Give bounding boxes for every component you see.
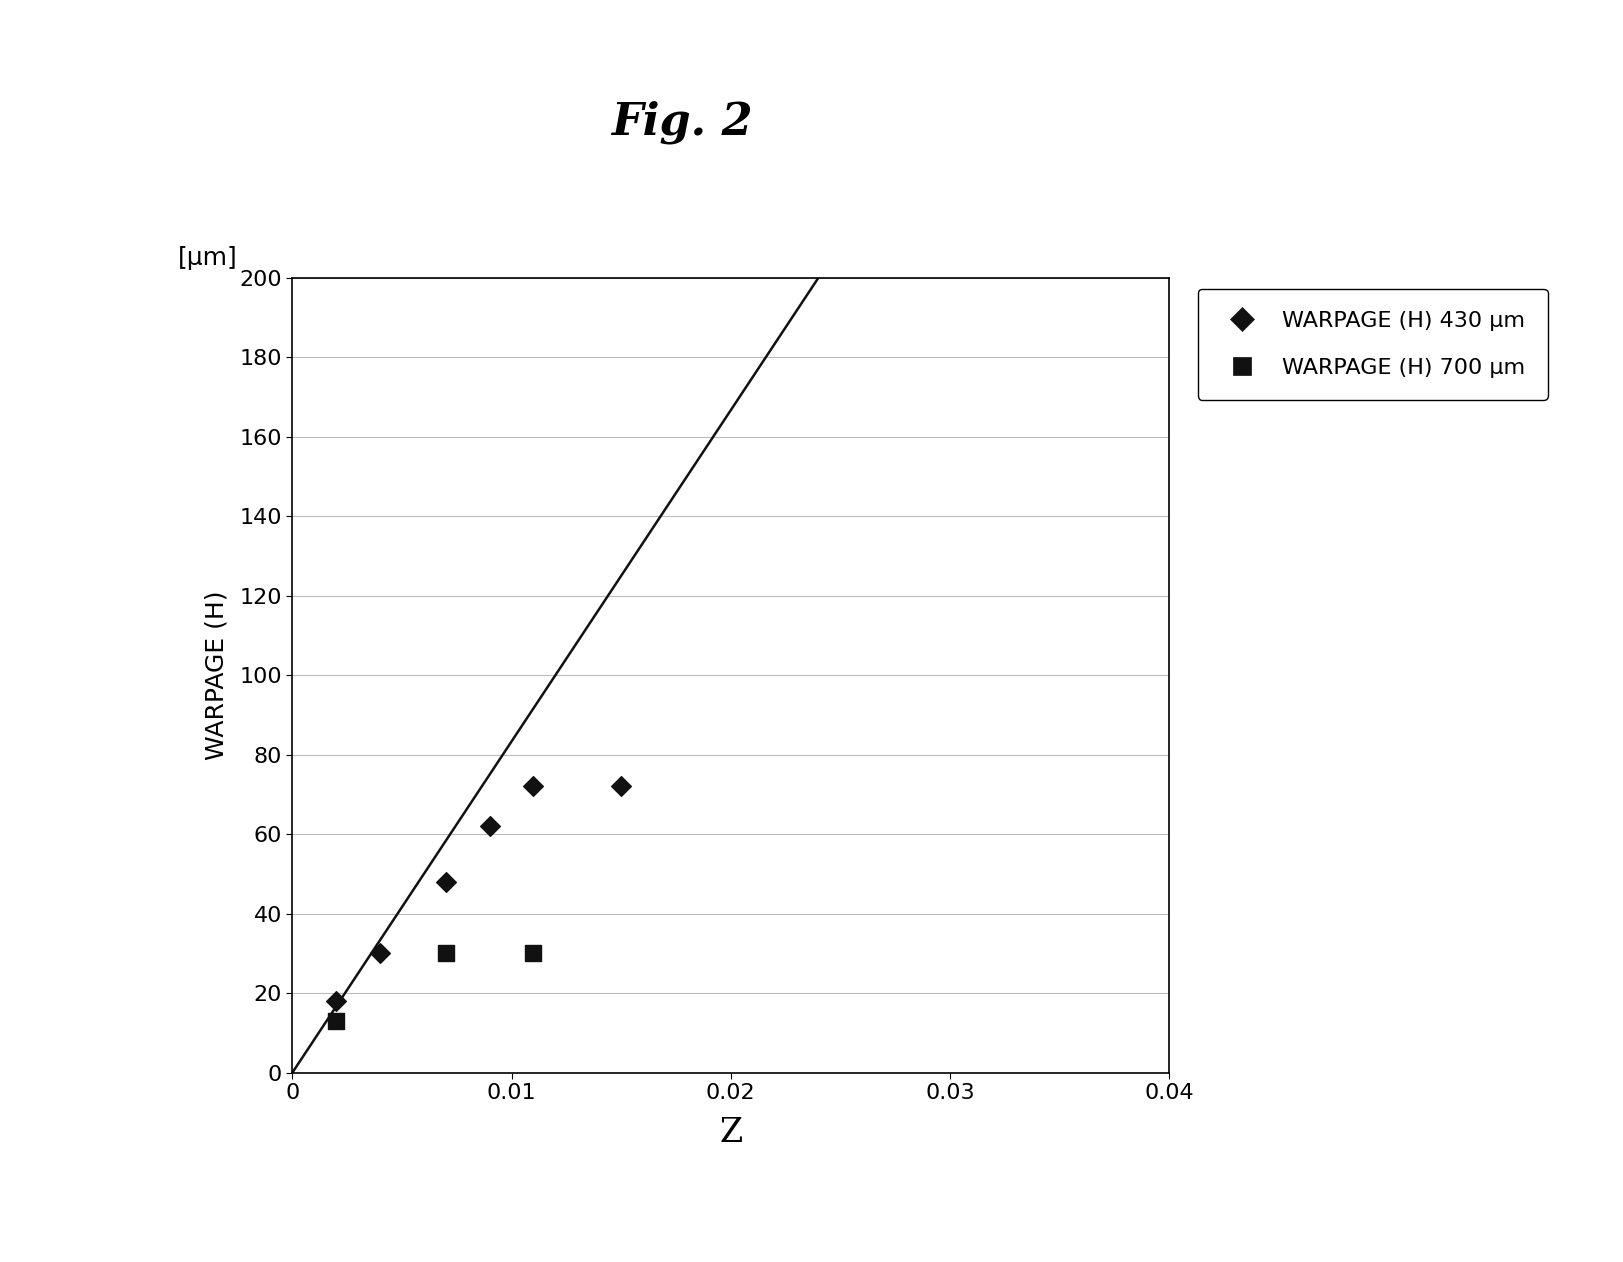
Point [519,944,545,964]
Point [367,944,393,964]
Point [323,1011,349,1031]
Y-axis label: WARPAGE (H): WARPAGE (H) [204,591,227,760]
Text: [μm]: [μm] [179,246,239,270]
Point [607,776,633,796]
Point [477,817,503,837]
Point [432,944,458,964]
X-axis label: Z: Z [719,1117,742,1148]
Legend: WARPAGE (H) 430 μm, WARPAGE (H) 700 μm: WARPAGE (H) 430 μm, WARPAGE (H) 700 μm [1198,289,1547,400]
Point [323,991,349,1011]
Point [519,776,545,796]
Point [432,872,458,892]
Text: Fig. 2: Fig. 2 [610,101,753,144]
